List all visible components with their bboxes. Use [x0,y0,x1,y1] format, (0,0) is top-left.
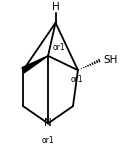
Text: N: N [44,118,52,128]
Text: or1: or1 [42,136,54,145]
Text: SH: SH [103,55,118,65]
Text: H: H [52,2,59,12]
Polygon shape [22,56,48,73]
Text: or1: or1 [70,75,83,84]
Text: or1: or1 [53,42,66,51]
